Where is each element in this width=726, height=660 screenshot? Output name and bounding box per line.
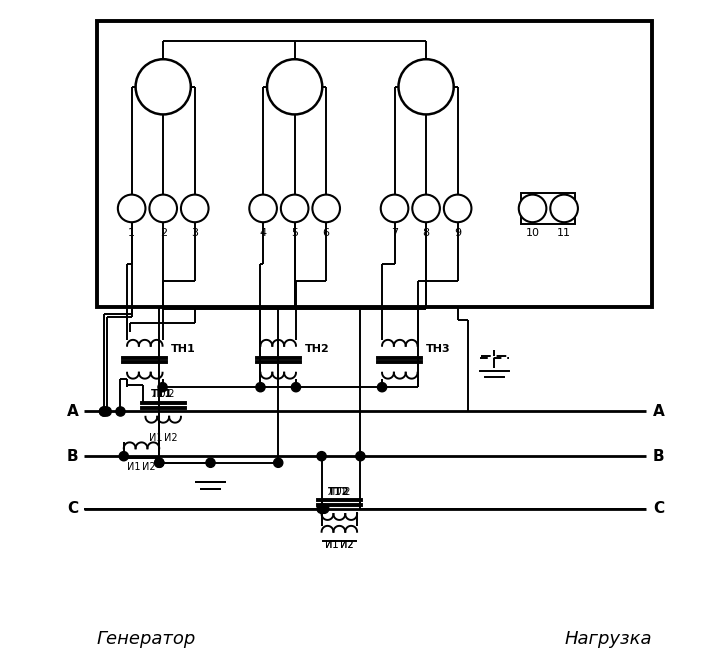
Text: 9: 9 [454,228,461,238]
Circle shape [155,458,164,467]
Circle shape [378,383,387,392]
Circle shape [550,195,578,222]
Circle shape [312,195,340,222]
Circle shape [119,451,129,461]
Text: ТН2: ТН2 [304,344,330,354]
Circle shape [181,195,208,222]
Circle shape [412,195,440,222]
Text: ТН3: ТН3 [426,344,451,354]
Text: C: C [67,501,78,516]
Text: ТТ2: ТТ2 [327,486,349,497]
Text: 4: 4 [259,228,266,238]
Text: 1: 1 [129,228,135,238]
Circle shape [281,195,309,222]
Text: И2: И2 [164,433,178,443]
Circle shape [444,195,471,222]
Circle shape [291,383,301,392]
Text: И2: И2 [340,540,354,550]
Text: Л2: Л2 [338,486,351,497]
Circle shape [118,195,145,222]
Circle shape [99,407,109,416]
Text: 10: 10 [526,228,539,238]
Text: И2: И2 [340,540,354,550]
Text: И2: И2 [142,462,156,472]
Text: 11: 11 [557,228,571,238]
Text: 6: 6 [322,228,330,238]
Text: И1: И1 [325,540,338,550]
Circle shape [356,451,365,461]
Text: A: A [653,404,664,419]
Bar [97,21,652,307]
Text: ТТ1: ТТ1 [152,389,173,399]
Circle shape [267,59,322,114]
Text: Нагрузка: Нагрузка [565,630,652,648]
Text: B: B [67,449,78,464]
Text: A: A [67,404,78,419]
Circle shape [380,195,408,222]
Circle shape [317,451,326,461]
Text: ТН1: ТН1 [171,344,196,354]
Text: Генератор: Генератор [97,630,196,648]
Circle shape [256,383,265,392]
Circle shape [158,383,167,392]
Text: Л1: Л1 [152,389,165,399]
Circle shape [116,407,125,416]
Circle shape [519,195,547,222]
Text: И1: И1 [325,540,338,550]
Text: 8: 8 [423,228,430,238]
Circle shape [150,195,177,222]
Text: Л2: Л2 [161,389,175,399]
Circle shape [274,458,283,467]
Text: B: B [653,449,664,464]
Circle shape [319,504,329,513]
Text: C: C [653,501,664,516]
Circle shape [399,59,454,114]
Circle shape [102,407,111,416]
Circle shape [206,458,215,467]
Circle shape [249,195,277,222]
Text: 5: 5 [291,228,298,238]
Text: 3: 3 [191,228,198,238]
Circle shape [155,458,164,467]
Bar [521,193,575,224]
Text: 7: 7 [391,228,398,238]
Circle shape [317,504,326,513]
Circle shape [99,407,109,416]
Circle shape [136,59,191,114]
Text: И1: И1 [149,433,162,443]
Text: 2: 2 [160,228,167,238]
Text: Л1: Л1 [327,486,341,497]
Text: И1: И1 [127,462,141,472]
